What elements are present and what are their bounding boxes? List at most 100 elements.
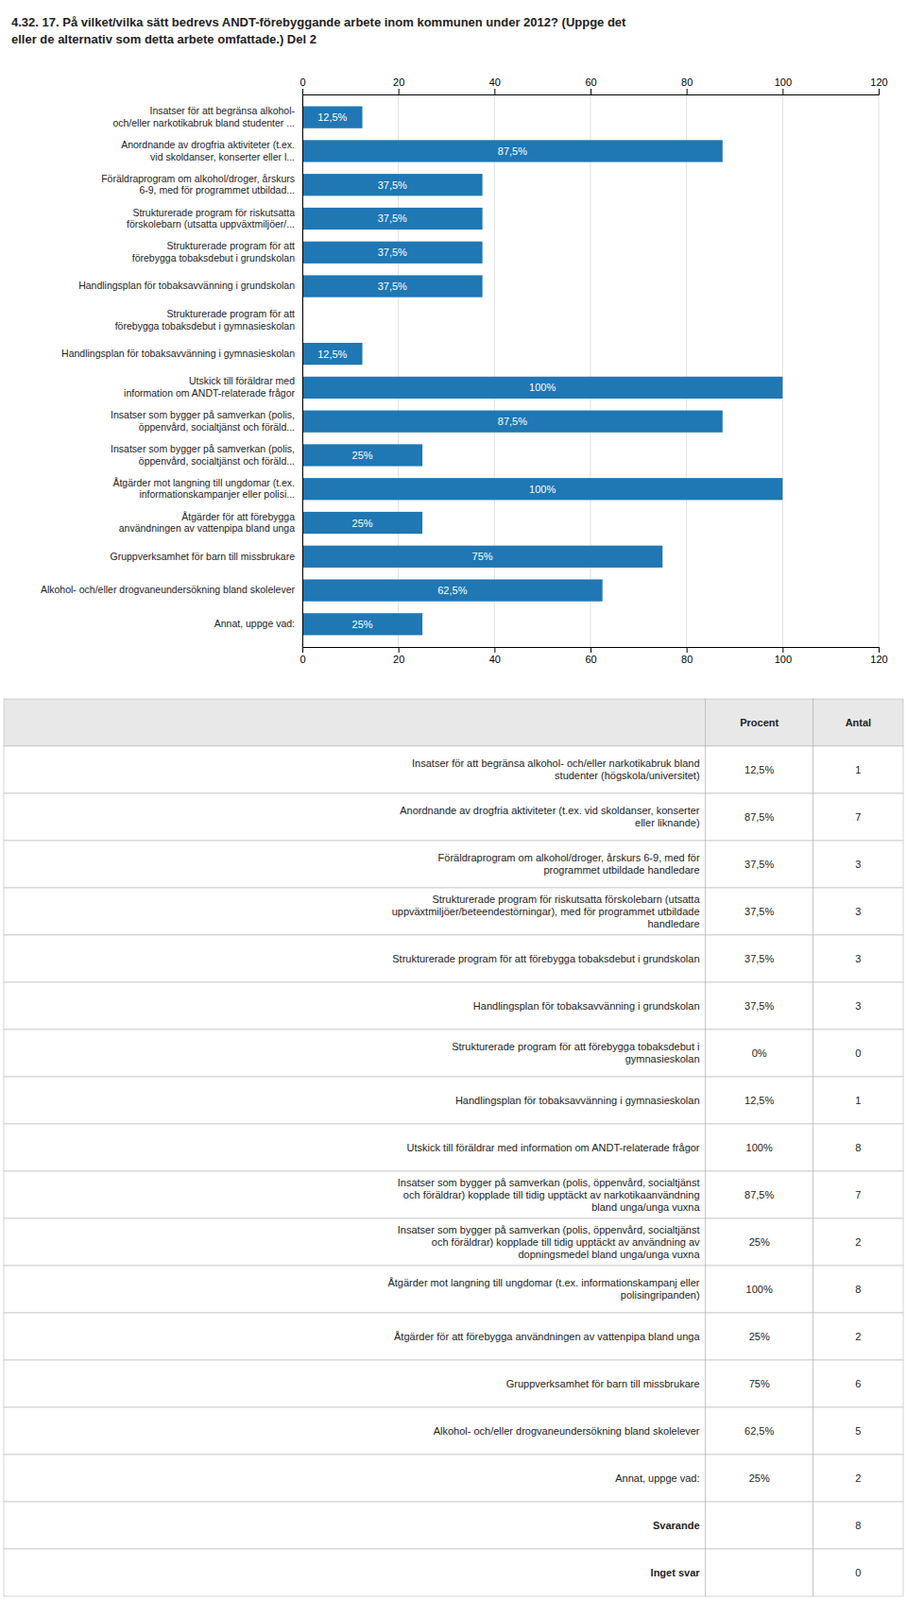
tick-mark <box>686 88 688 95</box>
table-cell <box>705 1360 814 1408</box>
tick: Strukturerade program för attförebygga t… <box>132 239 303 264</box>
data-label: 87,5% <box>497 145 528 157</box>
tick: Insatser som bygger på samverkan (polis,… <box>110 443 303 467</box>
table-text: 1 <box>855 1095 861 1107</box>
tick: 120 <box>870 647 888 666</box>
tick-label: 100 <box>774 653 792 666</box>
table-text: Annat, uppge vad: <box>615 1472 700 1485</box>
tick: Föräldraprogram om alkohol/droger, årsku… <box>101 172 303 197</box>
tick-label: Alkohol- och/eller drogvaneundersökning … <box>40 583 296 596</box>
table-cell <box>813 1124 904 1172</box>
table-text: 62,5% <box>744 1425 774 1438</box>
grid <box>302 94 879 648</box>
tick: Anordnande av drogfria aktiviteter (t.ex… <box>120 138 303 163</box>
table-text: 6 <box>855 1378 861 1390</box>
data-label: 100% <box>529 381 556 394</box>
grid-line <box>302 94 304 648</box>
table-cell <box>813 1407 904 1455</box>
y-axis: Insatser för att begränsa alkohol-och/el… <box>40 95 304 649</box>
tick: Åtgärder för att förebyggaanvändningen a… <box>119 511 303 535</box>
table-header-cell <box>813 699 904 747</box>
tick-label: 60 <box>584 76 597 88</box>
tick-label: 60 <box>584 653 597 666</box>
table-text: 37,5% <box>744 953 774 965</box>
table-cell <box>3 840 706 889</box>
table-text: 0% <box>752 1047 768 1060</box>
table-text: 37,5% <box>744 1000 774 1012</box>
tick: Åtgärder mot langning till ungdomar (t.e… <box>112 477 303 501</box>
bar <box>302 376 783 399</box>
table-cell <box>3 1313 706 1361</box>
tick: 40 <box>489 647 501 666</box>
tick: 100 <box>774 647 792 666</box>
table-cell <box>3 1549 706 1597</box>
tick-label: Strukturerade program för attförebygga t… <box>115 308 295 332</box>
table-text: 25% <box>749 1331 771 1343</box>
table-text: 0 <box>855 1047 861 1060</box>
table-cell <box>813 1077 904 1125</box>
table-cell <box>705 1124 814 1172</box>
table-text: 87,5% <box>744 811 774 823</box>
tick: Alkohol- och/eller drogvaneundersökning … <box>40 583 303 596</box>
bar <box>302 478 783 500</box>
data-label: 37,5% <box>377 212 408 224</box>
table-cell <box>705 1171 814 1219</box>
tick: Annat, uppge vad: <box>214 617 303 630</box>
table-text: Föräldraprogram om alkohol/droger, årsku… <box>438 852 701 876</box>
table-cell <box>3 935 706 983</box>
bar <box>302 546 663 568</box>
table-text: 2 <box>855 1331 861 1343</box>
bar <box>302 241 483 264</box>
table-cell <box>813 746 904 794</box>
tick-label: Åtgärder mot langning till ungdomar (t.e… <box>112 477 295 501</box>
table-cell <box>3 1502 706 1550</box>
tick-label: 100 <box>774 76 792 88</box>
table-cell <box>813 982 904 1030</box>
table-text: Åtgärder mot langning till ungdomar (t.e… <box>387 1277 700 1301</box>
tick-label: 80 <box>681 76 693 88</box>
table-text: 7 <box>855 811 861 823</box>
table-text: 100% <box>746 1283 773 1296</box>
table-cell <box>705 1549 814 1597</box>
table-text: 1 <box>855 764 861 776</box>
table-text: 3 <box>855 953 861 965</box>
x-axis-top: 020406080100120 <box>299 76 888 96</box>
tick-label: 20 <box>393 653 405 666</box>
data-label: 12,5% <box>317 348 347 360</box>
tick: Strukturerade program för riskutsattaför… <box>126 206 303 231</box>
table-cell <box>705 888 814 936</box>
tick-mark <box>590 88 592 95</box>
data-label: 100% <box>529 483 556 496</box>
table-cell <box>813 840 904 889</box>
tick-label: 0 <box>299 653 306 666</box>
table-header-cell <box>705 699 814 747</box>
table-text: 2 <box>855 1236 861 1249</box>
tick-label: Gruppverksamhet för barn till missbrukar… <box>110 550 296 563</box>
bar <box>302 342 363 365</box>
tick: 0 <box>299 647 306 666</box>
table-cell <box>813 935 904 983</box>
table-text: 25% <box>749 1472 771 1485</box>
tick-label: Handlingsplan för tobaksavvänning i grun… <box>78 279 295 291</box>
table-text: 5 <box>855 1425 861 1438</box>
table-text: Handlingsplan för tobaksavvänning i gymn… <box>455 1095 701 1107</box>
tick-label: Strukturerade program för attförebygga t… <box>132 239 295 264</box>
table-text: Handlingsplan för tobaksavvänning i grun… <box>473 1000 701 1012</box>
table-text: 75% <box>749 1378 771 1390</box>
table-cell <box>3 1171 706 1219</box>
tick-label: Insatser som bygger på samverkan (polis,… <box>110 443 295 467</box>
tick-mark <box>398 88 400 95</box>
table-text: Antal <box>845 717 873 729</box>
data-label: 37,5% <box>377 246 408 258</box>
chart-root: 4.32. 17. På vilket/vilka sätt bedrevs A… <box>0 0 907 1600</box>
data-label: 75% <box>472 550 494 563</box>
table-cell <box>813 1360 904 1408</box>
table-text: Inget svar <box>650 1567 702 1579</box>
x-axis-bottom: 020406080100120 <box>299 647 888 666</box>
data-label: 87,5% <box>497 415 528 428</box>
tick-label: 120 <box>870 76 888 88</box>
tick-label: Åtgärder för att förebyggaanvändningen a… <box>119 511 295 535</box>
table-cell <box>705 1502 814 1550</box>
table-text: 3 <box>855 906 861 918</box>
table-text: 3 <box>855 858 861 871</box>
